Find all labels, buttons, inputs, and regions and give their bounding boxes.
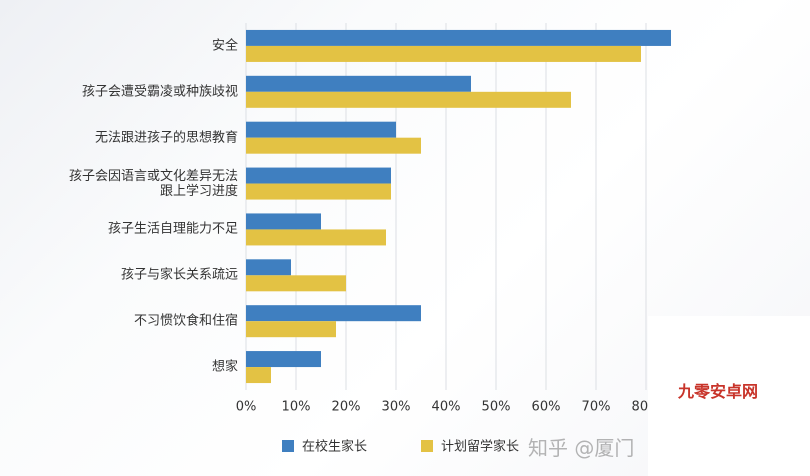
y-tick-label: 不习惯饮食和住宿 (133, 313, 238, 329)
x-tick-label: 60% (532, 400, 561, 415)
bar (246, 137, 421, 154)
bar (246, 45, 641, 62)
y-tick-label: 孩子与家长关系疏远 (120, 267, 238, 283)
y-tick-label: 孩子会遭受霸凌或种族歧视 (81, 84, 238, 100)
bar (246, 213, 321, 230)
bar (246, 367, 271, 384)
bar (246, 75, 471, 92)
bar (246, 259, 291, 276)
x-tick-label: 20% (332, 400, 361, 415)
bar (246, 305, 421, 322)
bar (246, 183, 391, 200)
legend-label: 在校生家长 (302, 439, 367, 455)
legend-swatch (282, 440, 294, 452)
legend-label: 计划留学家长 (441, 439, 519, 455)
bar (246, 91, 571, 108)
bar (246, 351, 321, 368)
bar (246, 29, 671, 46)
bar (246, 275, 346, 292)
x-tick-label: 50% (482, 400, 511, 415)
logo: 九零安卓网 (648, 316, 810, 476)
x-tick-label: 70% (582, 400, 611, 415)
watermark: 知乎 @厦门 (528, 436, 635, 460)
y-tick-label: 孩子会因语言或文化差异无法跟上学习进度 (68, 168, 238, 199)
logo-text: 九零安卓网 (678, 382, 759, 401)
x-tick-label: 0% (236, 400, 257, 415)
bar (246, 229, 386, 246)
y-tick-label: 孩子生活自理能力不足 (107, 221, 238, 237)
y-tick-label: 安全 (211, 38, 238, 54)
bar (246, 121, 396, 138)
x-tick-label: 40% (432, 400, 461, 415)
y-tick-label: 想家 (211, 359, 238, 375)
legend-swatch (421, 440, 433, 452)
y-tick-label: 无法跟进孩子的思想教育 (94, 130, 238, 146)
x-tick-label: 10% (282, 400, 311, 415)
bar (246, 167, 391, 184)
x-tick-label: 30% (382, 400, 411, 415)
bar (246, 321, 336, 338)
